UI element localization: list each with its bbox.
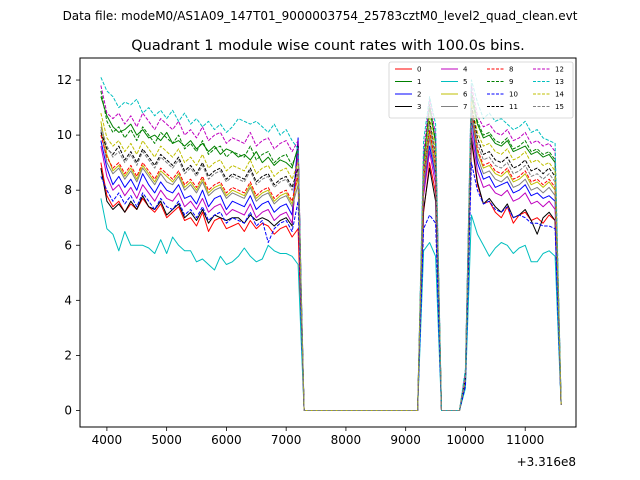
x-tick-label: 10000 <box>446 433 484 447</box>
suptitle: Data file: modeM0/AS1A09_147T01_90000037… <box>63 9 578 23</box>
x-offset-text: +3.316e8 <box>517 455 576 469</box>
y-tick-label: 12 <box>57 73 72 87</box>
y-tick-label: 0 <box>64 403 72 417</box>
series-line-13 <box>100 77 562 411</box>
legend-label-10: 10 <box>509 91 518 99</box>
x-tick-label: 4000 <box>92 433 123 447</box>
y-tick-label: 2 <box>64 348 72 362</box>
legend-label-4: 4 <box>463 66 468 74</box>
legend-label-9: 9 <box>509 78 513 86</box>
legend-label-15: 15 <box>555 103 564 111</box>
series-line-15 <box>100 109 562 411</box>
legend-label-8: 8 <box>509 66 513 74</box>
x-tick-label: 8000 <box>331 433 362 447</box>
chart-title: Quadrant 1 module wise count rates with … <box>131 38 525 54</box>
x-tick-label: 6000 <box>211 433 242 447</box>
y-tick-label: 6 <box>64 238 72 252</box>
legend-label-14: 14 <box>555 91 564 99</box>
legend-label-13: 13 <box>555 78 564 86</box>
legend-label-11: 11 <box>509 103 518 111</box>
legend-label-7: 7 <box>463 103 467 111</box>
x-tick-label: 11000 <box>506 433 544 447</box>
legend-label-0: 0 <box>417 66 421 74</box>
y-tick-label: 8 <box>64 183 72 197</box>
y-tick-label: 10 <box>57 128 72 142</box>
series-line-8 <box>100 107 562 411</box>
legend-label-12: 12 <box>555 66 564 74</box>
series-layer <box>100 77 562 411</box>
y-tick-label: 4 <box>64 293 72 307</box>
x-tick-label: 7000 <box>271 433 302 447</box>
y-axis: 0 2 4 6 8 10 12 <box>57 73 80 417</box>
legend-label-6: 6 <box>463 91 468 99</box>
legend-frame <box>388 61 574 119</box>
x-tick-label: 5000 <box>151 433 182 447</box>
legend-label-3: 3 <box>417 103 421 111</box>
x-axis: 4000 5000 6000 7000 8000 9000 10000 11000 <box>92 427 544 447</box>
plot-frame <box>79 57 577 428</box>
series-line-14 <box>100 101 562 411</box>
legend-label-1: 1 <box>417 78 421 86</box>
x-tick-label: 9000 <box>390 433 421 447</box>
legend-label-5: 5 <box>463 78 467 86</box>
legend-label-2: 2 <box>417 91 421 99</box>
